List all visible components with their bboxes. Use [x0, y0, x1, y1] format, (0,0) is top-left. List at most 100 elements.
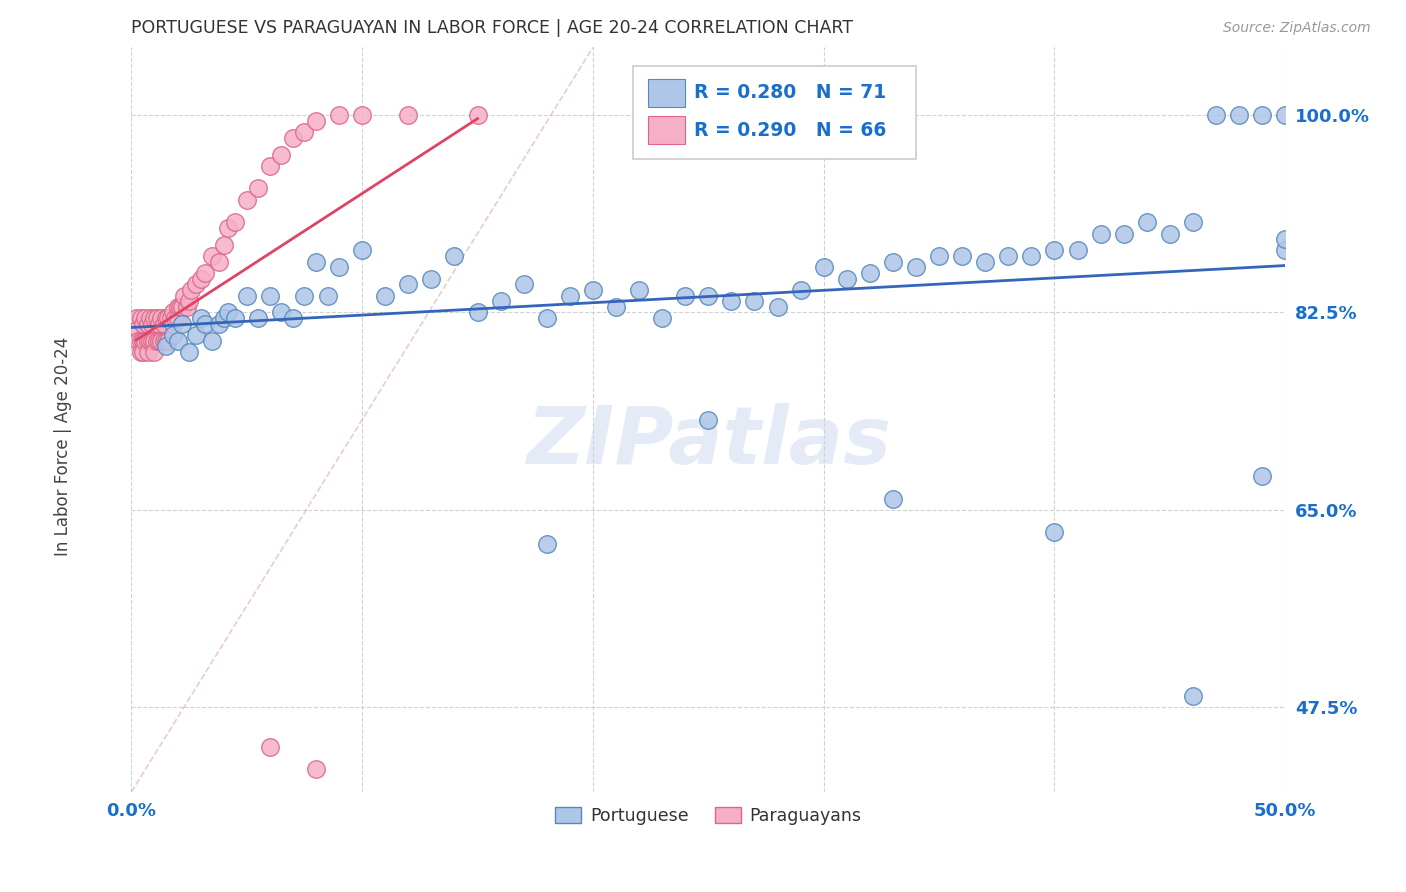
- Point: [217, 305, 239, 319]
- Point: [173, 288, 195, 302]
- Point: [150, 334, 173, 348]
- Point: [146, 311, 169, 326]
- Point: [697, 412, 720, 426]
- Point: [201, 334, 224, 348]
- Point: [259, 159, 281, 173]
- Point: [1274, 108, 1296, 122]
- Point: [697, 288, 720, 302]
- Point: [208, 254, 231, 268]
- Point: [152, 317, 174, 331]
- Point: [166, 334, 188, 348]
- Point: [882, 254, 904, 268]
- FancyBboxPatch shape: [648, 116, 685, 145]
- Point: [217, 220, 239, 235]
- Point: [489, 294, 512, 309]
- Point: [281, 311, 304, 326]
- Point: [155, 339, 177, 353]
- Point: [129, 311, 152, 326]
- Point: [835, 271, 858, 285]
- Point: [443, 249, 465, 263]
- Point: [766, 300, 789, 314]
- Point: [467, 305, 489, 319]
- Point: [1043, 244, 1066, 258]
- Point: [236, 193, 259, 207]
- Point: [190, 271, 212, 285]
- FancyBboxPatch shape: [648, 78, 685, 107]
- Point: [177, 345, 200, 359]
- Point: [536, 537, 558, 551]
- Point: [1205, 108, 1227, 122]
- Point: [605, 300, 627, 314]
- Point: [882, 491, 904, 506]
- Point: [132, 345, 155, 359]
- Point: [148, 334, 170, 348]
- Point: [720, 294, 742, 309]
- Point: [127, 334, 149, 348]
- Text: R = 0.280   N = 71: R = 0.280 N = 71: [695, 83, 887, 103]
- Point: [305, 254, 328, 268]
- Point: [789, 283, 811, 297]
- Point: [1066, 244, 1088, 258]
- Point: [352, 244, 374, 258]
- Point: [1159, 227, 1181, 241]
- Point: [236, 288, 259, 302]
- Point: [259, 739, 281, 754]
- Point: [316, 288, 339, 302]
- Point: [129, 334, 152, 348]
- Point: [328, 108, 350, 122]
- Point: [813, 260, 835, 275]
- Point: [157, 334, 180, 348]
- Point: [172, 300, 194, 314]
- Point: [651, 311, 673, 326]
- Point: [950, 249, 973, 263]
- Point: [328, 260, 350, 275]
- Point: [143, 334, 166, 348]
- Point: [997, 249, 1019, 263]
- Point: [305, 763, 328, 777]
- Point: [166, 311, 188, 326]
- Point: [201, 249, 224, 263]
- Point: [224, 311, 246, 326]
- Point: [129, 345, 152, 359]
- Point: [974, 254, 997, 268]
- Text: PORTUGUESE VS PARAGUAYAN IN LABOR FORCE | AGE 20-24 CORRELATION CHART: PORTUGUESE VS PARAGUAYAN IN LABOR FORCE …: [131, 20, 853, 37]
- Point: [155, 311, 177, 326]
- Point: [247, 311, 270, 326]
- Point: [184, 277, 207, 292]
- Point: [141, 317, 163, 331]
- Point: [1274, 232, 1296, 246]
- Point: [134, 334, 156, 348]
- Point: [224, 215, 246, 229]
- Point: [184, 328, 207, 343]
- Text: In Labor Force | Age 20-24: In Labor Force | Age 20-24: [55, 336, 72, 556]
- Point: [180, 283, 202, 297]
- Point: [928, 249, 950, 263]
- Point: [673, 288, 696, 302]
- Point: [134, 311, 156, 326]
- Point: [744, 294, 766, 309]
- Point: [420, 271, 443, 285]
- Point: [176, 300, 198, 314]
- Point: [512, 277, 534, 292]
- Point: [247, 181, 270, 195]
- Point: [148, 317, 170, 331]
- Point: [1090, 227, 1112, 241]
- Point: [139, 334, 162, 348]
- Point: [904, 260, 927, 275]
- Point: [162, 317, 184, 331]
- Point: [150, 311, 173, 326]
- Point: [155, 334, 177, 348]
- Point: [396, 277, 419, 292]
- Point: [146, 334, 169, 348]
- Point: [536, 311, 558, 326]
- Point: [305, 113, 328, 128]
- Point: [582, 283, 605, 297]
- Point: [136, 334, 159, 348]
- Point: [159, 311, 181, 326]
- Text: Source: ZipAtlas.com: Source: ZipAtlas.com: [1223, 21, 1371, 35]
- Point: [208, 317, 231, 331]
- Point: [162, 328, 184, 343]
- Point: [190, 311, 212, 326]
- Legend: Portuguese, Paraguayans: Portuguese, Paraguayans: [548, 799, 869, 831]
- Point: [1136, 215, 1159, 229]
